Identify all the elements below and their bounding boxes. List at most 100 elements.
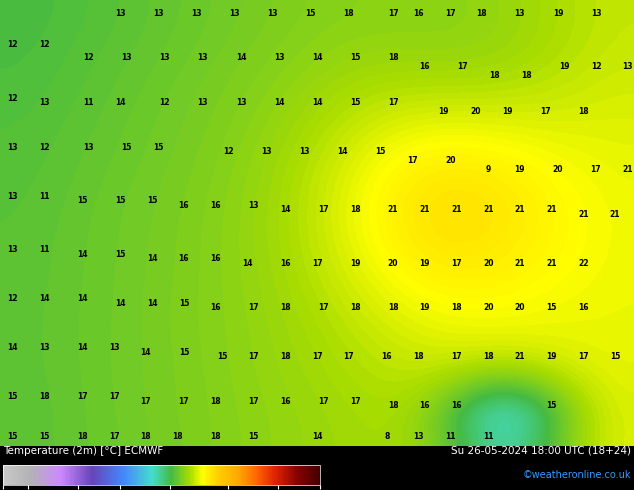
Text: 12: 12 xyxy=(39,40,49,49)
Text: 21: 21 xyxy=(451,205,462,214)
Text: 13: 13 xyxy=(109,343,119,352)
Text: 13: 13 xyxy=(515,9,525,18)
Text: 19: 19 xyxy=(515,165,525,174)
Text: 13: 13 xyxy=(261,147,271,156)
Text: 17: 17 xyxy=(249,303,259,312)
Text: 21: 21 xyxy=(483,205,493,214)
Text: 21: 21 xyxy=(515,352,525,361)
Text: 16: 16 xyxy=(210,254,221,263)
Text: 20: 20 xyxy=(470,107,481,116)
Text: 11: 11 xyxy=(445,433,455,441)
Text: Temperature (2m) [°C] ECMWF: Temperature (2m) [°C] ECMWF xyxy=(3,446,164,456)
Text: 16: 16 xyxy=(280,259,290,268)
Text: 14: 14 xyxy=(39,294,49,303)
Text: 17: 17 xyxy=(109,392,119,401)
Text: 19: 19 xyxy=(420,259,430,268)
Text: 19: 19 xyxy=(502,107,512,116)
Text: 17: 17 xyxy=(350,397,360,406)
Text: 12: 12 xyxy=(8,294,18,303)
Text: 15: 15 xyxy=(350,53,360,62)
Text: 21: 21 xyxy=(610,210,620,219)
Text: 12: 12 xyxy=(39,143,49,151)
Text: 13: 13 xyxy=(122,53,132,62)
Text: 17: 17 xyxy=(458,62,468,72)
Text: 17: 17 xyxy=(318,397,328,406)
Text: 18: 18 xyxy=(388,303,398,312)
Text: 15: 15 xyxy=(375,147,385,156)
Text: 18: 18 xyxy=(210,397,221,406)
Text: 17: 17 xyxy=(249,352,259,361)
Text: 15: 15 xyxy=(115,250,126,259)
Text: 12: 12 xyxy=(8,94,18,102)
Text: 15: 15 xyxy=(179,348,189,357)
Text: 15: 15 xyxy=(306,9,316,18)
Text: 14: 14 xyxy=(337,147,347,156)
Text: 21: 21 xyxy=(388,205,398,214)
Text: 20: 20 xyxy=(483,303,493,312)
Text: 16: 16 xyxy=(451,401,462,410)
Text: 18: 18 xyxy=(210,433,221,441)
Text: 18: 18 xyxy=(489,72,500,80)
Text: 15: 15 xyxy=(115,196,126,205)
Text: 15: 15 xyxy=(179,299,189,308)
Text: 16: 16 xyxy=(280,397,290,406)
Text: 14: 14 xyxy=(274,98,284,107)
Text: 22: 22 xyxy=(578,259,588,268)
Text: 17: 17 xyxy=(109,433,119,441)
Text: 16: 16 xyxy=(578,303,588,312)
Text: 12: 12 xyxy=(8,40,18,49)
Text: 19: 19 xyxy=(547,352,557,361)
Text: 16: 16 xyxy=(210,200,221,210)
Text: 13: 13 xyxy=(84,143,94,151)
Text: 15: 15 xyxy=(77,196,87,205)
Text: 15: 15 xyxy=(39,433,49,441)
Text: 14: 14 xyxy=(312,433,322,441)
Text: 15: 15 xyxy=(153,143,164,151)
Text: 13: 13 xyxy=(623,62,633,72)
Text: 21: 21 xyxy=(547,205,557,214)
Text: 13: 13 xyxy=(153,9,164,18)
Text: 18: 18 xyxy=(39,392,49,401)
Text: 17: 17 xyxy=(249,397,259,406)
Text: 21: 21 xyxy=(578,210,588,219)
Text: 20: 20 xyxy=(515,303,525,312)
Text: 14: 14 xyxy=(280,205,290,214)
Text: 15: 15 xyxy=(217,352,227,361)
Text: 14: 14 xyxy=(77,343,87,352)
Text: 17: 17 xyxy=(591,165,601,174)
Text: 13: 13 xyxy=(299,147,309,156)
Text: 11: 11 xyxy=(39,245,49,254)
Text: 18: 18 xyxy=(344,9,354,18)
Text: 16: 16 xyxy=(382,352,392,361)
Text: 19: 19 xyxy=(559,62,569,72)
Text: 21: 21 xyxy=(623,165,633,174)
Text: 20: 20 xyxy=(483,259,493,268)
Text: 17: 17 xyxy=(388,98,398,107)
Text: 18: 18 xyxy=(141,433,151,441)
Text: 13: 13 xyxy=(8,245,18,254)
Text: 9: 9 xyxy=(486,165,491,174)
Text: 15: 15 xyxy=(547,303,557,312)
Text: 18: 18 xyxy=(477,9,487,18)
Text: 14: 14 xyxy=(242,259,252,268)
Text: 18: 18 xyxy=(388,401,398,410)
Text: 18: 18 xyxy=(521,72,531,80)
Text: 13: 13 xyxy=(591,9,601,18)
Text: 18: 18 xyxy=(578,107,588,116)
Text: 20: 20 xyxy=(553,165,563,174)
Text: 15: 15 xyxy=(8,392,18,401)
Text: 14: 14 xyxy=(115,299,126,308)
Text: 21: 21 xyxy=(515,259,525,268)
Text: 18: 18 xyxy=(388,53,398,62)
Text: 18: 18 xyxy=(350,303,360,312)
Text: 19: 19 xyxy=(553,9,563,18)
Text: 17: 17 xyxy=(540,107,550,116)
Text: 17: 17 xyxy=(451,352,462,361)
Text: 15: 15 xyxy=(547,401,557,410)
Text: 16: 16 xyxy=(420,62,430,72)
Text: 13: 13 xyxy=(198,98,208,107)
Text: 13: 13 xyxy=(274,53,284,62)
Text: 11: 11 xyxy=(39,192,49,201)
Text: 12: 12 xyxy=(223,147,233,156)
Text: 14: 14 xyxy=(147,254,157,263)
